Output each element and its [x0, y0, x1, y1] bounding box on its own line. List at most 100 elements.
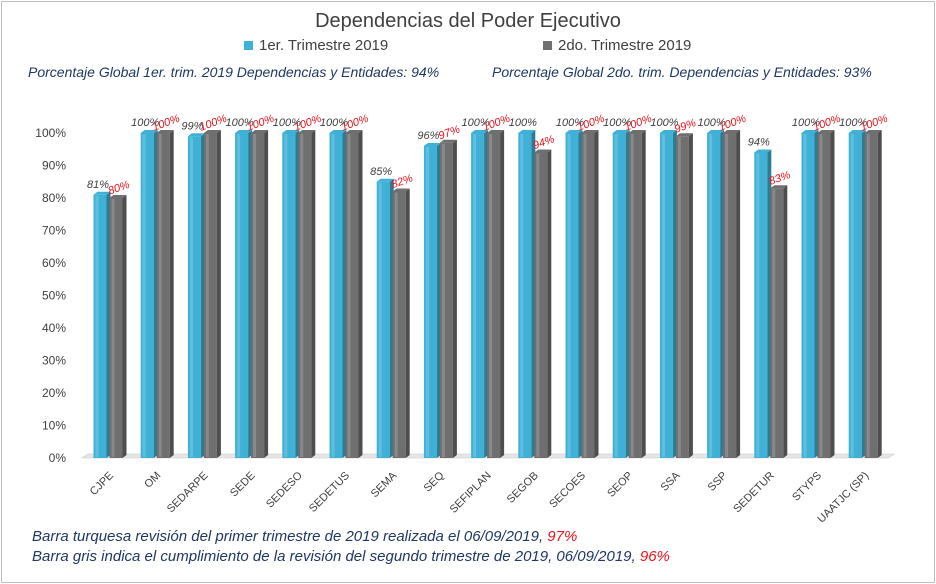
- bar-q2: [392, 188, 410, 458]
- bar-q2-shine: [536, 153, 540, 457]
- legend-label-q2: 2do. Trimestre 2019: [558, 37, 692, 54]
- bar-q2-front: [298, 133, 312, 458]
- x-tick-label: CJPE: [88, 470, 116, 498]
- bar-q2-front: [487, 133, 501, 458]
- data-label-q1: 100%: [839, 117, 867, 129]
- bar-q1-shine: [189, 137, 193, 457]
- bar-q1-shine: [284, 134, 288, 457]
- data-label-q2: 80%: [107, 179, 132, 198]
- x-tick-label: OM: [142, 470, 163, 491]
- data-label-q1: 99%: [181, 120, 203, 132]
- bar-q2-top: [817, 130, 835, 133]
- bar-q2-shine: [772, 189, 776, 457]
- bar-q1: [93, 191, 111, 458]
- bar-q2: [534, 149, 552, 458]
- bar-q1-shine: [520, 134, 524, 457]
- bar-q2-side: [641, 130, 646, 458]
- x-tick-label: SEQ: [422, 469, 447, 494]
- data-label-q1: 100%: [226, 117, 254, 129]
- bar-q1-front: [93, 194, 107, 458]
- bar-q2-side: [688, 133, 693, 458]
- bar-q1-top: [801, 130, 819, 133]
- bar-q2: [203, 130, 221, 458]
- bar-q1-top: [140, 130, 158, 133]
- bar-q1-top: [329, 130, 347, 133]
- bar-q2-shine: [725, 134, 729, 457]
- bar-q1: [140, 130, 158, 458]
- bar-q2: [487, 130, 505, 458]
- bar-q2: [298, 130, 316, 458]
- bar-q2-side: [358, 130, 363, 458]
- bar-q1-shine: [803, 134, 807, 457]
- bar-q2-top: [203, 130, 221, 133]
- bar-q2-side: [122, 195, 127, 458]
- bar-q2-top: [723, 130, 741, 133]
- bar-q2-shine: [111, 199, 115, 457]
- bar-q1-front: [282, 133, 296, 458]
- data-label-q1: 96%: [417, 130, 439, 142]
- bar-q2-side: [547, 149, 552, 458]
- bar-q1: [423, 143, 441, 458]
- bar-q1: [329, 130, 347, 458]
- bar-q2: [581, 130, 599, 458]
- legend-item-q2: 2do. Trimestre 2019: [543, 37, 691, 54]
- bar-q2-front: [392, 191, 406, 458]
- bar-q2-front: [770, 188, 784, 458]
- bar-q2-top: [628, 130, 646, 133]
- bar-q2-top: [534, 149, 552, 153]
- bar-q2-top: [864, 130, 882, 133]
- bar-q1-front: [707, 133, 721, 458]
- bar-q2-shine: [394, 192, 398, 457]
- bar-q2-front: [817, 133, 831, 458]
- bar-q2-front: [534, 152, 548, 458]
- bar-q2-shine: [677, 137, 681, 457]
- y-tick-label: 40%: [42, 321, 66, 335]
- bar-q1-front: [187, 136, 201, 458]
- y-tick-label: 100%: [35, 126, 66, 140]
- bar-q2-side: [452, 139, 457, 458]
- bar-q1-front: [659, 133, 673, 458]
- x-tick-label: SEDETUS: [307, 470, 352, 515]
- data-label-q1: 100%: [273, 117, 301, 129]
- note-line-2-value: 96%: [639, 548, 670, 565]
- chart-title: Dependencias del Poder Ejecutivo: [315, 10, 621, 32]
- bar-q2-top: [487, 130, 505, 133]
- bar-q1-shine: [709, 134, 713, 457]
- bar-q2-front: [251, 133, 265, 458]
- bar-q1-shine: [378, 182, 382, 457]
- bar-q2: [770, 185, 788, 458]
- legend-item-q1: 1er. Trimestre 2019: [244, 37, 388, 54]
- bar-q2-side: [405, 188, 410, 458]
- data-label-q2: 82%: [390, 172, 415, 191]
- bar-q2: [628, 130, 646, 458]
- bar-q2-top: [109, 195, 127, 198]
- bar-q1-top: [282, 130, 300, 133]
- note-line-1-text: Barra turquesa revisión del primer trime…: [32, 528, 544, 545]
- bar-q2-top: [345, 130, 363, 133]
- bar-q2-front: [581, 133, 595, 458]
- bar-q2-front: [723, 133, 737, 458]
- bar-q2-shine: [819, 134, 823, 457]
- bar-q1-top: [471, 130, 489, 133]
- bar-q2-top: [298, 130, 316, 133]
- bar-q1-front: [471, 133, 485, 458]
- data-label-q1: 100%: [792, 117, 820, 129]
- bar-q2: [723, 130, 741, 458]
- data-label-q1: 100%: [509, 117, 537, 129]
- bar-q1-front: [801, 133, 815, 458]
- bar-q1: [659, 130, 677, 458]
- bar-q2-shine: [583, 134, 587, 457]
- bar-q1-shine: [756, 153, 760, 457]
- y-tick-label: 70%: [42, 224, 66, 238]
- bar-q1: [235, 130, 253, 458]
- legend-swatch-q1: [244, 41, 253, 50]
- bar-q1-top: [848, 130, 866, 133]
- bar-q2-side: [783, 185, 788, 458]
- bar-q2-front: [439, 142, 453, 458]
- x-tick-label: SEDARPE: [165, 470, 211, 516]
- bar-q1-shine: [614, 134, 618, 457]
- x-tick-label: SSA: [658, 469, 683, 494]
- bar-q2-shine: [630, 134, 634, 457]
- bar-q2-side: [311, 130, 316, 458]
- bar-q2-top: [439, 139, 457, 143]
